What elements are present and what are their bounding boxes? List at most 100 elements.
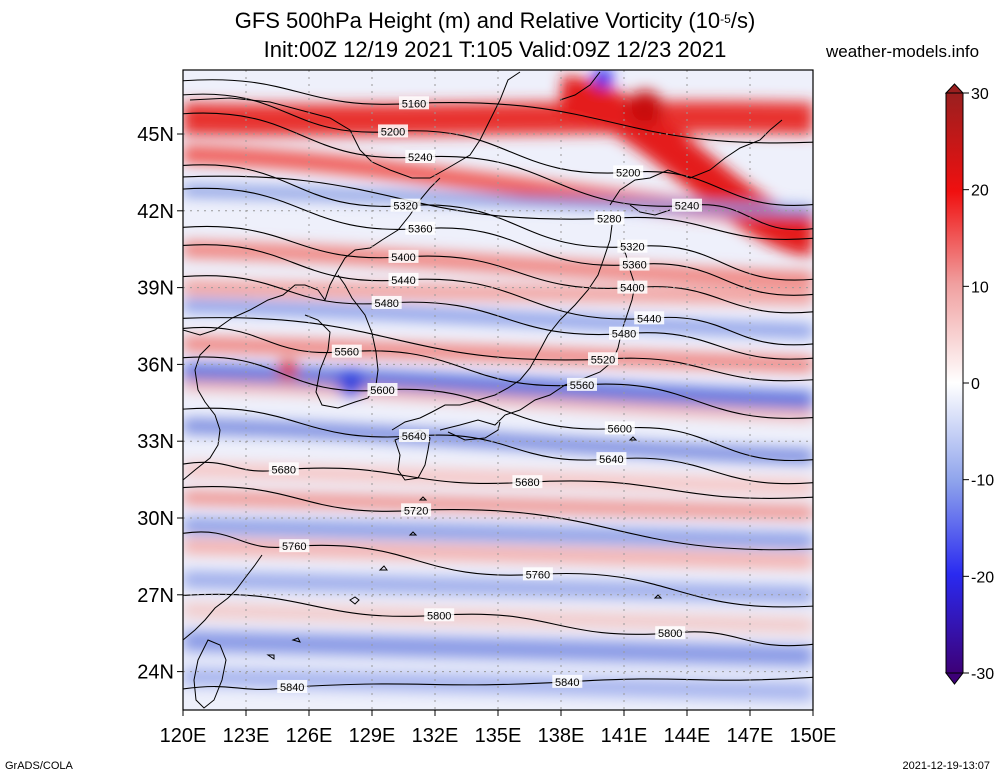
height-contour-5200 — [183, 93, 813, 206]
island — [349, 596, 360, 605]
contour-label-bg — [619, 257, 650, 271]
lon-label: 144E — [664, 725, 711, 747]
contour-label-5280: 5280 — [597, 213, 621, 225]
island — [378, 565, 388, 571]
contour-label-5680: 5680 — [515, 477, 539, 489]
coastlines — [183, 71, 783, 709]
lon-label: 135E — [475, 725, 522, 747]
island — [266, 654, 275, 660]
contour-label-5160: 5160 — [402, 98, 426, 110]
china-east-coast — [183, 344, 221, 481]
lon-label: 147E — [727, 725, 774, 747]
height-contour-5400 — [183, 225, 813, 314]
height-contour-5320 — [183, 164, 813, 281]
contour-label-bg — [405, 221, 436, 235]
contour-label-bg — [617, 280, 648, 294]
chart-title: GFS 500hPa Height (m) and Relative Vorti… — [234, 8, 756, 33]
contour-label-5400: 5400 — [391, 252, 415, 264]
vorticity-blob — [627, 90, 663, 127]
chart-subtitle: Init:00Z 12/19 2021 T:105 Valid:09Z 12/2… — [263, 37, 727, 62]
lat-label: 39N — [137, 278, 174, 300]
lon-label: 129E — [349, 725, 396, 747]
contour-label-5200: 5200 — [616, 167, 640, 179]
contour-label-5680: 5680 — [272, 464, 296, 476]
lon-label: 150E — [790, 725, 837, 747]
lat-label: 36N — [137, 354, 174, 376]
colorbar-label: -30 — [971, 666, 994, 683]
contour-label-bg — [424, 608, 455, 622]
contour-label-5560: 5560 — [335, 347, 359, 359]
contour-label-5560: 5560 — [570, 380, 594, 392]
lat-label: 42N — [137, 201, 174, 223]
vorticity-band — [183, 379, 813, 421]
lat-label: 33N — [137, 431, 174, 453]
height-contour-5840 — [183, 676, 813, 690]
contour-label-bg — [371, 295, 402, 309]
site-credit: weather-models.info — [826, 42, 980, 61]
asia-coast-yellowsea — [183, 177, 441, 336]
contour-label-5640: 5640 — [599, 454, 623, 466]
contour-label-5400: 5400 — [620, 283, 644, 295]
contour-label-bg — [277, 679, 308, 693]
contour-label-5840: 5840 — [280, 682, 304, 694]
contour-label-5440: 5440 — [391, 275, 415, 287]
contour-label-5320: 5320 — [393, 201, 417, 213]
lon-label: 126E — [286, 725, 333, 747]
vorticity-band — [183, 299, 813, 338]
vorticity-blob — [278, 359, 298, 380]
contour-label-5800: 5800 — [658, 628, 682, 640]
map-area: 5160 5200 5200 5240 5240 5280 5320 5320 5360 5360… — [183, 70, 813, 710]
contour-label-5360: 5360 — [408, 224, 432, 236]
korea-coast — [304, 274, 379, 409]
contour-label-bg — [405, 150, 436, 164]
map-axes: 45N 42N 39N 36N 33N 30N 27N 24N 120E 123E 126E 129E… — [137, 124, 836, 747]
hokkaido-south — [629, 204, 671, 216]
island — [408, 531, 418, 536]
contour-label-5600: 5600 — [608, 423, 632, 435]
contour-label-5240: 5240 — [675, 201, 699, 213]
contour-label-bg — [388, 249, 419, 263]
lat-label: 30N — [137, 508, 174, 530]
contour-label-bg — [399, 96, 429, 110]
island — [291, 637, 301, 643]
contour-label-5240: 5240 — [408, 152, 432, 164]
height-contour-5680 — [183, 461, 813, 499]
vorticity-band — [183, 571, 813, 603]
contour-label-bg — [596, 452, 627, 466]
vorticity-band — [183, 101, 813, 137]
contour-labels: 5160 5200 5200 5240 5240 5280 5320 5320 5360 5360… — [268, 96, 702, 694]
height-contour-5520 — [183, 317, 813, 382]
contour-label-bg — [390, 198, 421, 212]
height-contour-5360 — [183, 187, 813, 296]
contour-label-bg — [604, 421, 635, 435]
island — [628, 436, 638, 441]
contour-label-5600: 5600 — [370, 385, 394, 397]
vorticity-band — [183, 418, 813, 464]
contour-label-bg — [388, 272, 419, 286]
colorbar-min-arrow — [944, 672, 965, 685]
contour-label-bg — [522, 567, 553, 581]
colorbar-label: 0 — [971, 376, 980, 393]
islands — [266, 436, 663, 660]
colorbar-label: 30 — [971, 86, 989, 103]
contour-label-bg — [594, 211, 625, 225]
colorbar-label: -20 — [971, 569, 994, 586]
asia-coast-north — [189, 71, 521, 179]
contour-label-5480: 5480 — [374, 298, 398, 310]
lon-label: 123E — [223, 725, 270, 747]
height-contour-5760 — [183, 531, 813, 608]
contour-label-bg — [613, 165, 644, 179]
lon-label: 120E — [160, 725, 207, 747]
contour-label-bg — [279, 539, 310, 553]
contour-label-bg — [378, 124, 408, 138]
vorticity-band — [183, 603, 813, 633]
height-contours — [183, 79, 813, 690]
contour-label-bg — [268, 462, 299, 476]
contour-label-bg — [588, 352, 618, 366]
vorticity-field — [183, 70, 813, 702]
height-contour-5600 — [183, 356, 813, 462]
contour-label-bg — [634, 311, 665, 325]
contour-label-bg — [331, 344, 362, 358]
contour-label-bg — [609, 326, 639, 340]
